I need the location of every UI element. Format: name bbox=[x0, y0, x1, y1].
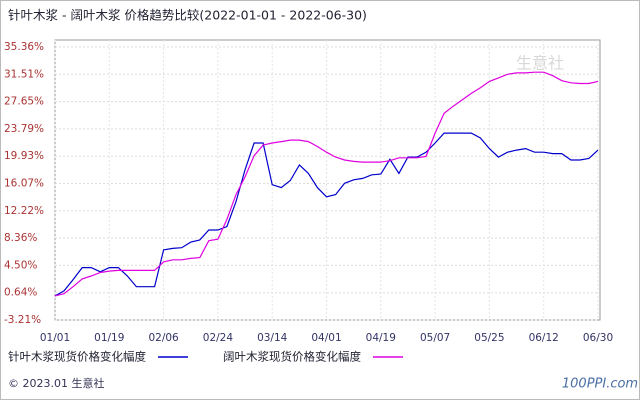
footer: © 2023.01 生意社 bbox=[8, 376, 104, 390]
x-tick-label: 04/19 bbox=[366, 332, 396, 344]
x-tick-label: 05/07 bbox=[420, 332, 450, 344]
y-tick-label: 35.36% bbox=[4, 41, 44, 53]
legend-label: 针叶木浆现货价格变化幅度 bbox=[8, 350, 146, 364]
y-tick-label: 19.93% bbox=[4, 150, 44, 162]
y-tick-label: 27.65% bbox=[4, 96, 44, 108]
chart-title: 针叶木浆 - 阔叶木浆 价格趋势比较(2022-01-01 - 2022-06-… bbox=[8, 8, 367, 23]
y-tick-label: 0.64% bbox=[4, 287, 37, 299]
x-tick-label: 01/19 bbox=[94, 332, 124, 344]
x-tick-label: 06/30 bbox=[583, 332, 613, 344]
y-tick-label: 31.51% bbox=[4, 68, 44, 80]
y-tick-label: 12.22% bbox=[4, 205, 44, 217]
x-tick-label: 01/01 bbox=[40, 332, 70, 344]
x-tick-label: 04/01 bbox=[311, 332, 341, 344]
footer-logo: 100PPI.com bbox=[562, 377, 638, 392]
y-tick-label: 4.50% bbox=[4, 259, 37, 271]
x-tick-label: 05/25 bbox=[474, 332, 504, 344]
x-tick-label: 02/24 bbox=[203, 332, 234, 344]
watermark: 生意社 bbox=[516, 54, 564, 73]
legend-label: 阔叶木浆现货价格变化幅度 bbox=[223, 350, 361, 364]
y-tick-label: -3.21% bbox=[4, 314, 41, 326]
x-tick-label: 02/06 bbox=[148, 332, 179, 344]
y-tick-label: 23.79% bbox=[4, 123, 44, 135]
y-tick-label: 8.36% bbox=[4, 232, 37, 244]
series-line bbox=[54, 71, 599, 297]
y-tick-label: 16.07% bbox=[4, 178, 44, 190]
series-line bbox=[54, 132, 599, 297]
x-tick-label: 03/14 bbox=[257, 332, 288, 344]
x-tick-label: 06/12 bbox=[529, 332, 559, 344]
